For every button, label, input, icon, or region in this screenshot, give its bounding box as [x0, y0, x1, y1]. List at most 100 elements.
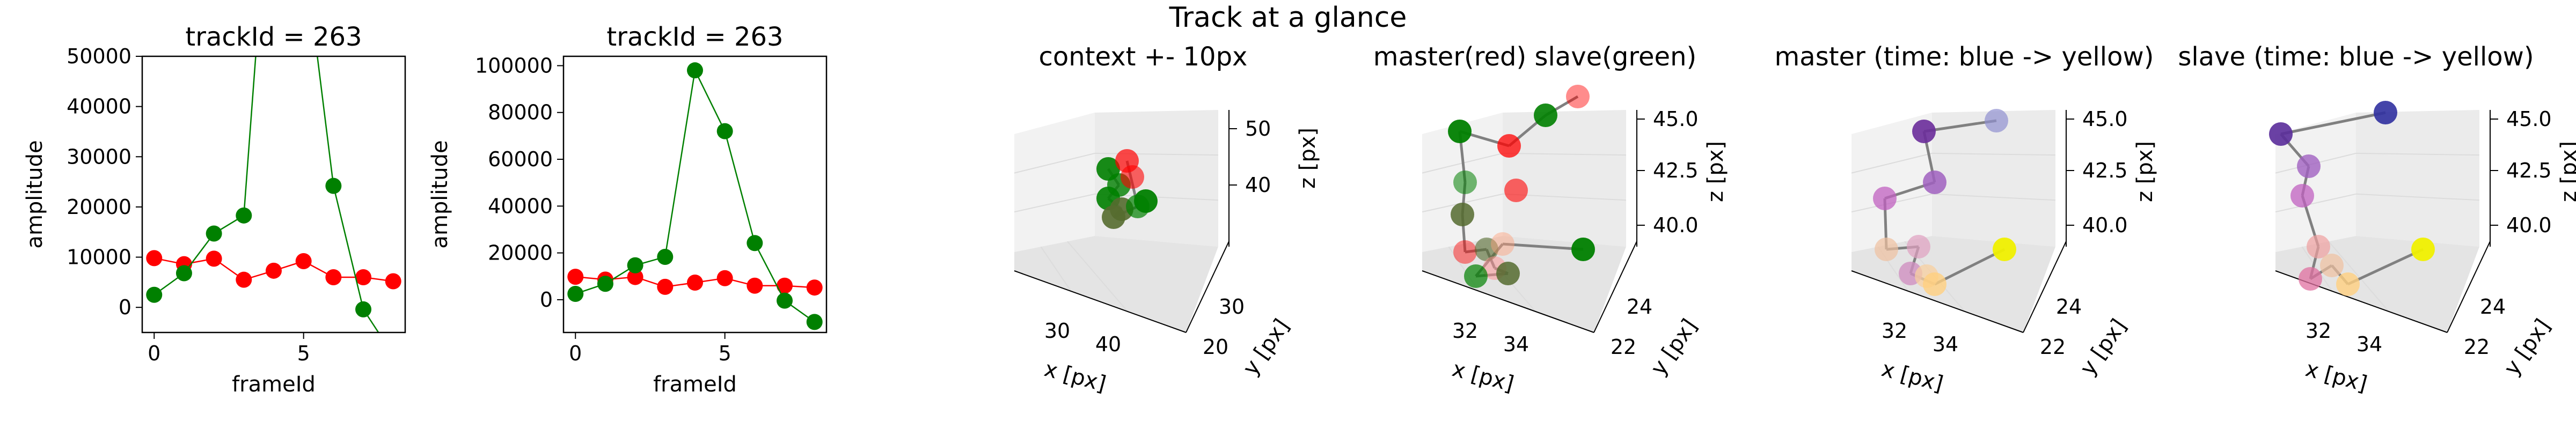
y-tick-label: 20	[1203, 335, 1228, 359]
series-group	[146, 56, 401, 363]
z-tick-label: 42.5	[2506, 159, 2552, 182]
z-axis-label: z [px]	[1703, 141, 1728, 202]
y-axis-line	[1185, 241, 1230, 333]
data-point	[777, 277, 793, 294]
data-point	[627, 257, 643, 273]
track-point	[1534, 103, 1557, 127]
data-point	[806, 279, 823, 296]
data-point	[627, 269, 643, 285]
data-point	[687, 275, 703, 291]
grid-line	[1931, 193, 2056, 201]
grid-line	[1931, 152, 2056, 156]
y-tick-label: 22	[2040, 335, 2066, 359]
z-axis-label: z [px]	[2133, 141, 2157, 202]
y-tick-label: 0	[540, 288, 553, 312]
x-axis-line	[1851, 270, 2024, 333]
y-tick-label: 0	[119, 295, 131, 319]
track-point	[1121, 165, 1144, 189]
track-point	[2411, 238, 2435, 261]
z-tick-label: 42.5	[2082, 159, 2128, 182]
track-point	[1873, 187, 1897, 210]
data-point	[385, 273, 401, 290]
z-tick-label: 40.0	[1653, 213, 1699, 237]
data-point	[175, 265, 192, 282]
y-tick-label: 20000	[67, 195, 131, 219]
chart-title: master (time: blue -> yellow)	[1775, 42, 2154, 72]
track-point	[1993, 238, 2016, 261]
track-segment	[2347, 248, 2424, 286]
y-tick-label: 10000	[67, 246, 131, 269]
pane-left	[1851, 113, 1932, 252]
y-tick-label: 20000	[488, 241, 553, 265]
track-point	[1496, 262, 1520, 285]
z-axis-label: z [px]	[2557, 141, 2576, 202]
y-tick-label: 24	[1627, 295, 1652, 319]
z-tick-label: 50	[1245, 117, 1271, 140]
data-point	[146, 286, 163, 303]
pane-left	[2275, 113, 2356, 252]
z-tick-label: 45.0	[2506, 107, 2552, 131]
pane-floor	[1422, 236, 1626, 332]
panel-2: trackId = 263 frameId amplitude 0 5 0 20000 400…	[428, 22, 828, 397]
grid-line	[1094, 152, 1219, 156]
track-point	[2299, 267, 2322, 291]
track-point	[1464, 264, 1488, 288]
track-point	[1491, 232, 1514, 256]
y-tick-label: 60000	[488, 147, 553, 171]
data-point	[385, 347, 401, 363]
data-point	[266, 262, 282, 279]
data-point	[206, 250, 222, 267]
y-tick-label: 40000	[488, 194, 553, 218]
panel-1: trackId = 263 frameId amplitude 0 5 0 10000 200…	[23, 22, 406, 397]
track-point	[1453, 171, 1477, 194]
pane-right	[1932, 110, 2055, 247]
chart-title: slave (time: blue -> yellow)	[2178, 42, 2534, 72]
track-point	[1566, 85, 1590, 108]
data-point	[657, 278, 674, 295]
y-tick-label: 30	[1219, 295, 1245, 319]
z-tick-label: 40.0	[2082, 213, 2128, 237]
grid-line	[1040, 246, 1072, 292]
track-point	[1985, 109, 2008, 132]
x-axis-label: frameId	[653, 372, 737, 397]
x-tick-label: 0	[148, 342, 160, 365]
data-point	[567, 269, 584, 285]
track-point	[2374, 101, 2397, 124]
y-axis-line	[1593, 241, 1637, 333]
x-tick-label: 34	[1503, 332, 1529, 356]
x-axis-label: frameId	[232, 372, 316, 397]
pane-floor	[1014, 236, 1218, 332]
x-tick-label: 30	[1044, 319, 1070, 343]
x-axis-label: x [px]	[1042, 357, 1109, 397]
data-point	[747, 277, 763, 294]
x-axis-label: x [px]	[1879, 357, 1946, 397]
y-axis-label: y [px]	[2075, 315, 2132, 380]
pane-right	[2356, 110, 2479, 247]
data-point	[567, 285, 584, 302]
x-axis-label: x [px]	[1450, 357, 1517, 397]
chart-title: master(red) slave(green)	[1373, 42, 1696, 72]
track-point	[2320, 254, 2344, 277]
z-tick-label: 45.0	[1653, 107, 1699, 131]
y-axis-line	[2447, 241, 2491, 333]
panel-6: slave (time: blue -> yellow) 40.0 42.5 45.0…	[2178, 42, 2576, 397]
y-tick-label: 22	[2464, 335, 2490, 359]
data-point	[236, 207, 252, 224]
data-point	[657, 249, 674, 265]
track-point	[1453, 240, 1477, 264]
track-point	[1102, 205, 1125, 229]
track-point	[1923, 272, 1946, 296]
data-point	[355, 269, 372, 285]
y-tick-label: 22	[1611, 335, 1636, 359]
y-tick-label: 50000	[67, 45, 131, 68]
grid-line	[2275, 193, 2357, 213]
track-point	[1571, 238, 1595, 261]
x-tick-label: 32	[1452, 319, 1478, 343]
track-point	[2297, 154, 2321, 178]
data-point	[687, 62, 703, 79]
track-point	[2307, 235, 2330, 258]
y-axis-label: y [px]	[1646, 315, 1702, 380]
grid-line	[2328, 241, 2389, 312]
track-point	[1451, 203, 1474, 226]
